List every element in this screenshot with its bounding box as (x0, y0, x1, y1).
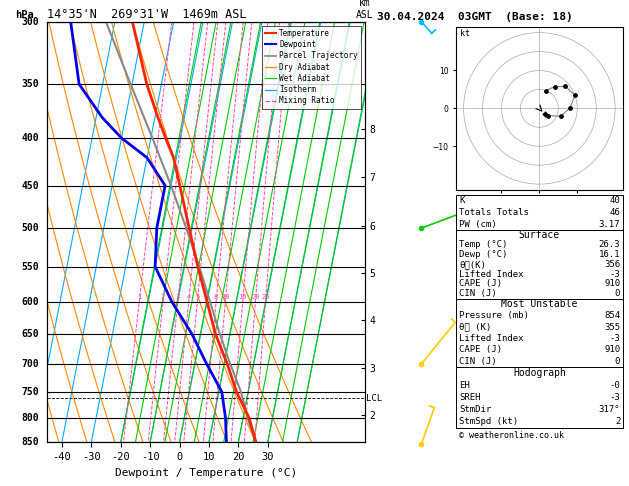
Text: -3: -3 (610, 270, 620, 279)
Text: θᴇ (K): θᴇ (K) (459, 323, 491, 331)
Text: 16.1: 16.1 (599, 250, 620, 259)
Text: 400: 400 (21, 133, 39, 143)
Text: -3: -3 (610, 393, 620, 402)
Text: 910: 910 (604, 279, 620, 289)
Text: 500: 500 (21, 223, 39, 233)
Text: 450: 450 (21, 180, 39, 191)
Text: 356: 356 (604, 260, 620, 269)
Text: Most Unstable: Most Unstable (501, 299, 577, 309)
Text: 5: 5 (195, 294, 199, 299)
Text: CAPE (J): CAPE (J) (459, 346, 502, 354)
Text: 850: 850 (21, 437, 39, 447)
Text: © weatheronline.co.uk: © weatheronline.co.uk (459, 431, 564, 440)
Text: 10: 10 (221, 294, 230, 299)
Text: CAPE (J): CAPE (J) (459, 279, 502, 289)
Legend: Temperature, Dewpoint, Parcel Trajectory, Dry Adiabat, Wet Adiabat, Isotherm, Mi: Temperature, Dewpoint, Parcel Trajectory… (262, 26, 361, 108)
Text: Temp (°C): Temp (°C) (459, 241, 508, 249)
Text: km
ASL: km ASL (356, 0, 374, 20)
Text: kt: kt (460, 29, 470, 38)
Text: 20: 20 (251, 294, 260, 299)
Text: 854: 854 (604, 311, 620, 320)
Text: LCL: LCL (367, 394, 382, 402)
Text: 25: 25 (261, 294, 270, 299)
Text: 46: 46 (610, 208, 620, 217)
Text: Surface: Surface (519, 230, 560, 240)
Text: Pressure (mb): Pressure (mb) (459, 311, 529, 320)
Text: PW (cm): PW (cm) (459, 220, 497, 229)
Point (540, 110, 550, 118)
Point (550, 83, 560, 90)
Text: StmSpd (kt): StmSpd (kt) (459, 417, 518, 426)
Text: -3: -3 (610, 334, 620, 343)
Text: Totals Totals: Totals Totals (459, 208, 529, 217)
Text: 1: 1 (137, 294, 142, 299)
Text: 0: 0 (615, 289, 620, 298)
Text: θᴇ(K): θᴇ(K) (459, 260, 486, 269)
Text: 600: 600 (21, 296, 39, 307)
X-axis label: Dewpoint / Temperature (°C): Dewpoint / Temperature (°C) (115, 468, 297, 478)
Text: 2: 2 (615, 417, 620, 426)
Text: -0: -0 (610, 381, 620, 390)
Text: StmDir: StmDir (459, 405, 491, 414)
Point (570, 91, 580, 99)
Text: 300: 300 (21, 17, 39, 27)
Text: hPa: hPa (16, 10, 35, 20)
Text: 550: 550 (21, 261, 39, 272)
Text: Hodograph: Hodograph (513, 368, 566, 378)
Text: CIN (J): CIN (J) (459, 357, 497, 366)
Text: 355: 355 (604, 323, 620, 331)
Text: Lifted Index: Lifted Index (459, 334, 524, 343)
Point (560, 83, 571, 90)
Text: 3.17: 3.17 (599, 220, 620, 229)
Text: 317°: 317° (599, 405, 620, 414)
Text: 3: 3 (175, 294, 180, 299)
Point (555, 112, 565, 120)
Point (541, 87, 551, 94)
Text: 4: 4 (187, 294, 191, 299)
Text: CIN (J): CIN (J) (459, 289, 497, 298)
Text: Dewp (°C): Dewp (°C) (459, 250, 508, 259)
Text: 800: 800 (21, 413, 39, 423)
Text: 700: 700 (21, 359, 39, 369)
Text: 0: 0 (615, 357, 620, 366)
Text: 910: 910 (604, 346, 620, 354)
Text: 2: 2 (161, 294, 165, 299)
Point (543, 112, 553, 120)
Text: SREH: SREH (459, 393, 481, 402)
Text: 8: 8 (214, 294, 218, 299)
Text: 40: 40 (610, 196, 620, 205)
Text: 14°35'N  269°31'W  1469m ASL: 14°35'N 269°31'W 1469m ASL (47, 8, 247, 21)
Text: 15: 15 (238, 294, 247, 299)
Text: 750: 750 (21, 387, 39, 397)
Text: 350: 350 (21, 79, 39, 89)
Text: EH: EH (459, 381, 470, 390)
Text: Lifted Index: Lifted Index (459, 270, 524, 279)
Text: K: K (459, 196, 465, 205)
Text: 650: 650 (21, 329, 39, 339)
Point (565, 104, 575, 112)
Text: 26.3: 26.3 (599, 241, 620, 249)
Text: 30.04.2024  03GMT  (Base: 18): 30.04.2024 03GMT (Base: 18) (377, 12, 573, 22)
